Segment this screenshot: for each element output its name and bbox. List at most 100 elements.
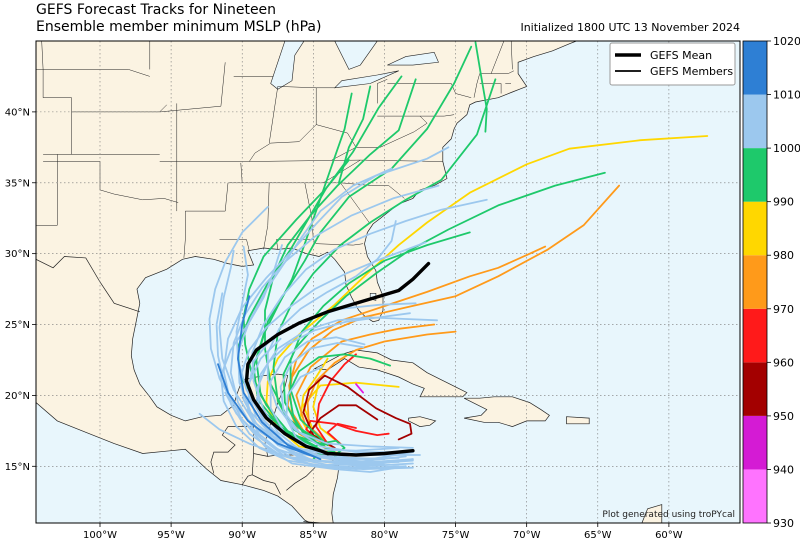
gefs-member-track — [302, 374, 413, 449]
gefs-member-track — [285, 366, 386, 461]
gefs-member-track — [272, 78, 497, 446]
state-border — [490, 41, 505, 74]
state-border — [249, 124, 357, 162]
gefs-member-track — [282, 171, 606, 446]
gefs-member-track — [305, 419, 390, 442]
state-border — [41, 41, 72, 155]
gefs-member-track — [306, 330, 457, 446]
lake-layer — [270, 41, 439, 301]
lon-tick-label: 80°W — [371, 530, 399, 541]
lake-polygon — [387, 51, 439, 66]
colorbar-band — [743, 308, 767, 363]
gefs-mean-track — [244, 261, 431, 457]
colorbar-tick-label: 970 — [773, 303, 794, 316]
colorbar-tick-label: 980 — [773, 249, 794, 262]
lat-tick-label: 40°N — [5, 107, 30, 118]
legend-mean-label: GEFS Mean — [650, 49, 712, 62]
gefs-member-track — [337, 85, 372, 184]
state-border — [36, 69, 150, 77]
state-border — [36, 154, 58, 226]
state-border — [473, 73, 480, 98]
colorbar-tick-label: 930 — [773, 517, 794, 530]
state-border — [304, 182, 314, 240]
lon-tick-label: 95°W — [157, 530, 185, 541]
map-frame — [35, 40, 741, 524]
lake-polygon — [334, 41, 378, 70]
colorbar-frame — [742, 40, 768, 524]
gefs-member-track — [208, 205, 414, 463]
country-border — [210, 426, 254, 474]
colorbar-band — [743, 255, 767, 309]
gefs-member-track — [255, 45, 473, 452]
title-line-2: Ensemble member minimum MSLP (hPa) — [36, 19, 322, 35]
state-border — [377, 114, 455, 117]
colorbar-tick-label: 950 — [773, 410, 794, 423]
lon-tick-label: 90°W — [228, 530, 256, 541]
lon-tick-label: 60°W — [655, 530, 683, 541]
state-border — [159, 62, 226, 113]
lon-tick-label: 70°W — [513, 530, 541, 541]
lake-polygon — [333, 70, 399, 89]
state-border — [224, 162, 243, 212]
state-border — [387, 83, 472, 98]
gefs-member-track — [315, 353, 357, 445]
lake-polygon — [270, 41, 305, 90]
lon-tick-label: 100°W — [83, 530, 117, 541]
gefs-member-track — [279, 342, 414, 449]
lon-tick-label: 85°W — [300, 530, 328, 541]
state-border — [219, 239, 250, 251]
state-border — [340, 182, 371, 225]
colorbar-band — [743, 41, 767, 95]
gefs-member-track — [215, 292, 407, 473]
country-border — [36, 256, 140, 313]
border-layer — [36, 41, 515, 523]
gefs-member-track — [288, 353, 392, 454]
state-border — [183, 210, 226, 258]
colorbar-tick-label: 1010 — [773, 89, 800, 102]
lat-tick-label: 15°N — [5, 462, 30, 473]
legend-members-label: GEFS Members — [650, 65, 733, 78]
state-border — [323, 182, 405, 199]
colorbar-band — [743, 469, 767, 523]
colorbar-band — [743, 148, 767, 202]
colorbar-tick-label: 940 — [773, 463, 794, 476]
gefs-member-track — [239, 241, 427, 456]
state-border — [263, 182, 270, 250]
plot-title: GEFS Forecast Tracks for Nineteen Ensemb… — [36, 2, 321, 36]
state-border — [268, 86, 279, 144]
colorbar-tick-label: 1000 — [773, 142, 800, 155]
map-layer — [36, 41, 740, 523]
colorbar-band — [743, 415, 767, 470]
gefs-member-track — [217, 363, 315, 458]
lat-tick-label: 25°N — [5, 320, 30, 331]
country-border — [303, 521, 325, 523]
gefs-member-track — [237, 295, 322, 461]
gefs-member-track — [265, 135, 709, 455]
land-polygon — [566, 416, 590, 425]
gefs-member-track — [295, 323, 436, 445]
colorbar-band — [743, 94, 767, 149]
ensemble-tracks — [198, 41, 709, 473]
gefs-member-track — [326, 422, 357, 446]
initialized-time: Initialized 1800 UTC 13 November 2024 — [520, 21, 740, 34]
gefs-member-track — [474, 41, 488, 133]
land-polygon — [408, 416, 437, 427]
lon-tick-label: 65°W — [584, 530, 612, 541]
gefs-member-track — [355, 383, 365, 394]
gefs-member-track — [229, 184, 440, 463]
axis-labels: 100°W 95°W 90°W 85°W 80°W 75°W 70°W 65°W 60°W 15°… — [5, 107, 683, 541]
country-border — [252, 474, 281, 495]
gefs-member-track — [246, 337, 400, 471]
colorbar-band — [743, 201, 767, 256]
gefs-member-track — [269, 336, 400, 452]
state-border — [479, 83, 502, 94]
colorbar-tick-label: 960 — [773, 356, 794, 369]
colorbar-tick-label: 990 — [773, 196, 794, 209]
gefs-member-track — [264, 78, 417, 444]
lon-tick-label: 75°W — [442, 530, 470, 541]
credit-text: Plot generated using troPYcal — [602, 510, 735, 520]
land-polygon — [641, 504, 663, 523]
land-polygon — [313, 349, 468, 398]
land-polygon — [463, 396, 550, 427]
state-border — [331, 115, 428, 161]
